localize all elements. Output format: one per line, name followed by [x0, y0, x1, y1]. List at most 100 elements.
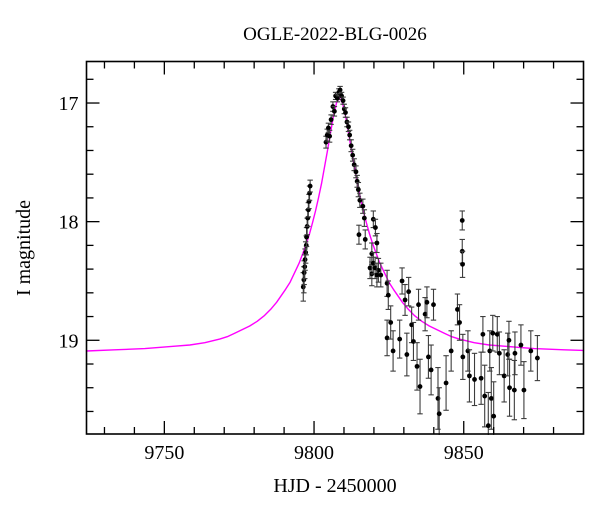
- data-point-marker: [490, 330, 496, 336]
- data-point-marker: [361, 215, 367, 221]
- data-point-marker: [426, 354, 431, 360]
- data-point: [303, 227, 310, 248]
- data-point-marker: [370, 260, 376, 266]
- plot-title: OGLE-2022-BLG-0026: [243, 24, 427, 45]
- data-point: [501, 349, 507, 403]
- data-point: [534, 334, 541, 382]
- y-axis-label: I magnitude: [13, 200, 35, 296]
- data-point-marker: [487, 348, 493, 354]
- data-point: [384, 319, 390, 357]
- data-point-marker: [478, 375, 484, 381]
- data-point: [456, 304, 463, 341]
- data-point-marker: [385, 292, 391, 298]
- data-point: [454, 293, 461, 326]
- data-point: [385, 280, 391, 310]
- data-point-marker: [348, 143, 354, 149]
- data-point-marker: [304, 234, 309, 240]
- data-point: [424, 286, 430, 319]
- data-point-marker: [507, 385, 512, 391]
- data-point-marker: [373, 225, 378, 230]
- data-point: [305, 209, 311, 227]
- data-point: [390, 330, 396, 372]
- data-point-marker: [512, 350, 518, 356]
- data-point-marker: [457, 320, 462, 325]
- data-point-marker: [399, 278, 405, 284]
- data-point-marker: [467, 373, 472, 379]
- data-point-marker: [327, 133, 333, 139]
- data-point-marker: [494, 331, 500, 337]
- data-point-marker: [406, 289, 412, 295]
- data-point-marker: [534, 355, 540, 361]
- data-point: [356, 224, 362, 245]
- data-point: [490, 381, 497, 435]
- data-point: [387, 305, 394, 340]
- data-point: [490, 314, 496, 352]
- data-point: [306, 193, 312, 210]
- data-point: [415, 288, 422, 321]
- data-point: [328, 114, 334, 125]
- data-point: [362, 229, 368, 250]
- data-point: [402, 283, 408, 316]
- data-point-marker: [303, 250, 309, 255]
- data-point-marker: [443, 380, 449, 386]
- data-point: [428, 344, 434, 396]
- data-point-marker: [416, 302, 421, 308]
- data-point-marker: [518, 342, 524, 348]
- data-point: [305, 202, 312, 218]
- data-point: [481, 364, 488, 428]
- data-point: [307, 179, 313, 193]
- data-point-marker: [485, 423, 491, 429]
- data-point: [512, 331, 518, 376]
- data-point-marker: [417, 384, 423, 389]
- data-point-marker: [511, 387, 517, 393]
- data-point-marker: [448, 348, 454, 354]
- data-point: [511, 359, 518, 421]
- data-point-marker: [459, 218, 465, 223]
- data-point: [430, 288, 437, 321]
- data-point: [435, 367, 441, 430]
- data-point-marker: [301, 270, 307, 276]
- data-point-marker: [374, 240, 380, 246]
- data-point: [488, 367, 494, 430]
- data-point: [471, 352, 478, 407]
- data-point-marker: [402, 297, 408, 303]
- data-point: [361, 209, 368, 227]
- data-point-marker: [302, 257, 308, 263]
- data-point: [443, 355, 449, 411]
- data-point-marker: [397, 336, 403, 342]
- data-point-marker: [409, 322, 415, 328]
- data-point: [480, 316, 486, 353]
- data-point: [521, 361, 527, 420]
- data-point: [396, 319, 403, 359]
- data-point-marker: [422, 311, 428, 317]
- data-point-marker: [343, 110, 348, 115]
- data-point-marker: [472, 377, 477, 382]
- data-point: [405, 276, 412, 307]
- data-point-marker: [482, 393, 488, 399]
- data-point: [485, 391, 491, 435]
- data-point-marker: [350, 152, 356, 158]
- axis-ticks: [86, 61, 584, 434]
- data-point-marker: [388, 320, 394, 325]
- data-point: [417, 358, 423, 415]
- data-point-marker: [404, 352, 410, 357]
- data-point-marker: [355, 187, 361, 193]
- data-point-marker: [326, 125, 331, 131]
- data-point: [378, 262, 384, 288]
- data-point-marker: [300, 284, 306, 290]
- data-point: [399, 267, 405, 295]
- data-point-marker: [521, 387, 527, 393]
- data-point: [496, 331, 503, 376]
- data-point: [478, 351, 484, 405]
- data-point: [448, 330, 454, 372]
- data-point-marker: [390, 348, 396, 354]
- data-point-marker: [347, 132, 353, 138]
- data-point-marker: [436, 411, 442, 417]
- data-point: [300, 272, 306, 302]
- data-point-marker: [346, 124, 351, 130]
- x-tick-label: 9750: [144, 442, 184, 464]
- x-tick-label: 9800: [294, 442, 334, 464]
- data-point-marker: [414, 363, 420, 369]
